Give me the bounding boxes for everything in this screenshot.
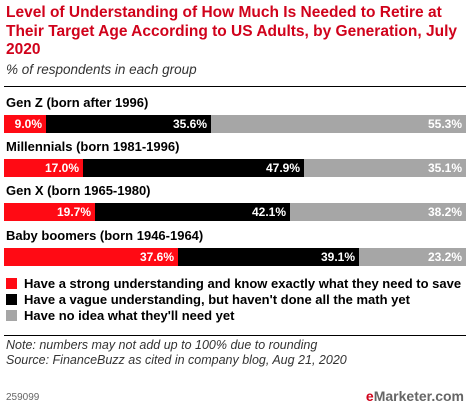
category-label: Gen Z (born after 1996) (6, 95, 149, 110)
chart-id: 259099 (6, 392, 40, 403)
bar-row: 19.7% 42.1% 38.2% (4, 203, 466, 221)
bar-segment: 9.0% (4, 115, 46, 133)
bar-row: 17.0% 47.9% 35.1% (4, 159, 466, 177)
bottom-divider (4, 335, 466, 336)
bar-segment: 38.2% (290, 203, 466, 221)
logo-e: e (365, 388, 374, 404)
legend-label: Have no idea what they'll need yet (24, 308, 235, 323)
legend-item: Have no idea what they'll need yet (6, 308, 466, 323)
legend-swatch (6, 278, 17, 289)
bar-segment: 35.6% (46, 115, 211, 133)
bar-segment: 35.1% (304, 159, 466, 177)
bar-segment: 17.0% (4, 159, 83, 177)
logo-domain: .com (431, 388, 464, 404)
legend-swatch (6, 310, 17, 321)
bar-segment: 39.1% (178, 248, 359, 266)
bar-segment: 42.1% (95, 203, 290, 221)
bar-segment: 19.7% (4, 203, 95, 221)
bar-segment: 47.9% (83, 159, 304, 177)
note-text: Note: numbers may not add up to 100% due… (6, 338, 318, 352)
logo-name: Marketer (373, 388, 432, 404)
legend-swatch (6, 294, 17, 305)
bar-segment: 55.3% (211, 115, 466, 133)
bar-segment: 23.2% (359, 248, 466, 266)
legend: Have a strong understanding and know exa… (6, 276, 466, 324)
top-divider (4, 86, 466, 87)
bar-row: 37.6% 39.1% 23.2% (4, 248, 466, 266)
bar-segment: 37.6% (4, 248, 178, 266)
category-label: Millennials (born 1981-1996) (6, 139, 180, 154)
emarketer-logo: eMarketer.com (366, 388, 464, 404)
legend-item: Have a vague understanding, but haven't … (6, 292, 466, 307)
source-text: Source: FinanceBuzz as cited in company … (6, 353, 347, 367)
chart-subtitle: % of respondents in each group (6, 62, 197, 77)
bar-row: 9.0% 35.6% 55.3% (4, 115, 466, 133)
legend-item: Have a strong understanding and know exa… (6, 276, 466, 291)
chart-title: Level of Understanding of How Much Is Ne… (6, 4, 457, 59)
category-label: Gen X (born 1965-1980) (6, 183, 151, 198)
legend-label: Have a vague understanding, but haven't … (24, 292, 410, 307)
footnote: Note: numbers may not add up to 100% due… (6, 338, 347, 368)
category-label: Baby boomers (born 1946-1964) (6, 228, 204, 243)
legend-label: Have a strong understanding and know exa… (24, 276, 462, 291)
